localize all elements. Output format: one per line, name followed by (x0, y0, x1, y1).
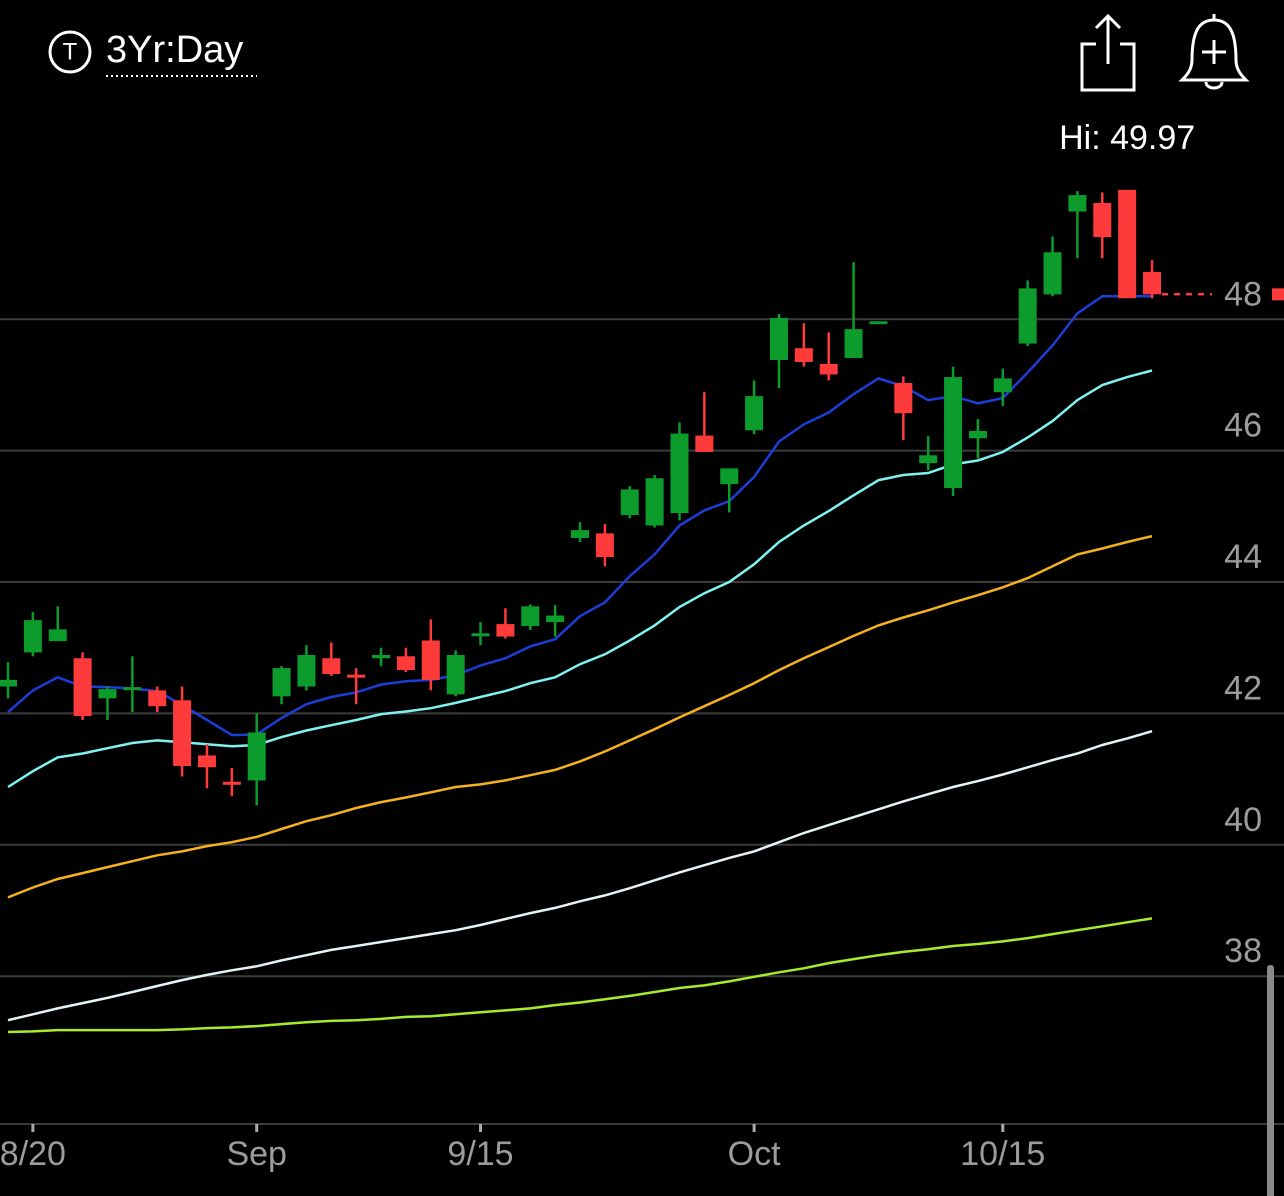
candle-body (98, 689, 117, 699)
share-button[interactable] (1080, 13, 1136, 92)
candle-body (521, 606, 540, 627)
x-tick-label: 8/20 (0, 1135, 66, 1173)
candle-body (546, 615, 565, 623)
candle-body (496, 624, 515, 637)
candle-body (322, 658, 341, 675)
last-price-marker (1272, 288, 1284, 301)
candle-body (794, 348, 813, 362)
candle-body (819, 363, 838, 375)
x-tick-label: Sep (226, 1135, 287, 1173)
candle-body (844, 329, 863, 359)
candle-body (73, 658, 92, 717)
x-tick-label: 9/15 (447, 1135, 513, 1173)
candle-body (197, 755, 216, 768)
range-selector[interactable]: T 3Yr:Day (48, 29, 257, 77)
scrollbar (1267, 965, 1274, 1196)
range-label: 3Yr:Day (106, 29, 243, 71)
share-arrow (1094, 13, 1122, 64)
candle-body (446, 654, 465, 695)
high-label: Hi: 49.97 (1059, 119, 1195, 157)
candle-body (645, 478, 664, 526)
candle-body (595, 533, 614, 558)
candle-body (471, 633, 490, 637)
candle-body (222, 781, 241, 785)
candle-body (23, 620, 42, 653)
candle-body (993, 378, 1012, 393)
candle-body (247, 732, 266, 781)
bell-clapper (1204, 81, 1224, 90)
y-tick-label: 46 (1224, 407, 1262, 445)
candle-body (347, 674, 366, 678)
candle-body (944, 377, 963, 489)
candle-body (571, 530, 590, 539)
candle-body (968, 430, 987, 439)
candle-body (272, 668, 291, 697)
candle-body (173, 700, 192, 766)
alert-button[interactable] (1178, 14, 1250, 90)
x-tick-label: Oct (728, 1135, 781, 1173)
candle-body (919, 455, 938, 464)
candle-body (869, 321, 888, 325)
moving-average-line (7, 917, 1153, 1034)
ticker-icon-letter: T (63, 38, 78, 65)
candle-body (372, 654, 391, 659)
bell (1178, 14, 1250, 82)
ticker-icon (48, 30, 92, 74)
candle-body (1143, 271, 1162, 295)
candle-body (894, 382, 913, 414)
moving-average-line (7, 729, 1153, 1022)
candle-body (620, 489, 639, 516)
y-tick-label: 44 (1224, 538, 1262, 576)
candle-body (1093, 202, 1112, 238)
candle-body (48, 629, 67, 642)
candle-body (670, 433, 689, 514)
x-tick-label: 10/15 (960, 1135, 1045, 1173)
bell-plus (1202, 40, 1226, 64)
candle-body (695, 435, 714, 452)
candle-body (1068, 195, 1087, 212)
y-tick-label: 40 (1224, 801, 1262, 839)
candle-body (1043, 252, 1062, 295)
candle-body (1018, 288, 1037, 344)
candle-body (123, 687, 142, 691)
candle-body (769, 317, 788, 360)
share-box (1080, 42, 1136, 92)
candle-body (1118, 189, 1137, 299)
y-tick-label: 42 (1224, 669, 1262, 707)
candle-body (745, 396, 764, 431)
candle-body (0, 679, 17, 687)
candle-body (396, 656, 415, 671)
candle-body (720, 468, 739, 485)
plot-area: 38 40 42 44 46 48 8/20 Sep 9/15 Oct 10/15 Hi: 49.97 (0, 119, 1284, 1173)
y-tick-label: 38 (1224, 932, 1262, 970)
y-tick-label: 48 (1224, 275, 1262, 313)
candle-body (421, 640, 440, 680)
candle-body (148, 690, 167, 707)
moving-average-line (7, 534, 1153, 899)
candle-body (297, 654, 316, 687)
